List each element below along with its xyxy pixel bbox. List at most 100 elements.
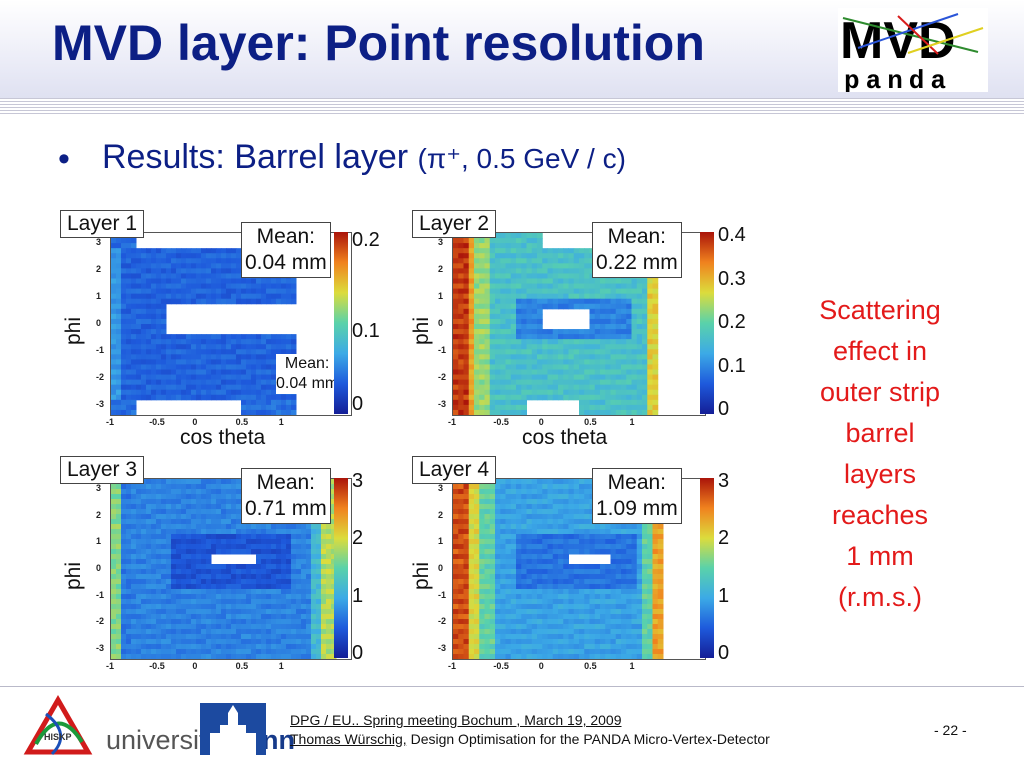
footer-conference: DPG / EU.. Spring meeting Bochum , March… [290, 712, 622, 728]
y-tick: 3 [438, 237, 444, 247]
y-tick: 0 [96, 563, 102, 573]
y-tick: 0 [438, 563, 444, 573]
color-scale-tick: 0.2 [352, 229, 380, 252]
hiskp-text: HISKP [44, 732, 72, 742]
x-tick: 0.5 [584, 661, 597, 671]
y-tick: -1 [438, 345, 447, 355]
x-tick: 1 [278, 661, 284, 671]
x-tick: 0 [192, 661, 198, 671]
slide-title: MVD layer: Point resolution [52, 15, 705, 71]
note-line: (r.m.s.) [838, 582, 922, 612]
color-scale-tick: 2 [718, 527, 730, 550]
color-scale-tick: 0.1 [352, 319, 380, 342]
y-tick: 1 [438, 536, 444, 547]
note-line: barrel [845, 418, 915, 448]
layer-2-plot: Layer 2 Mean: 0.22 mm 0.4 0.3 0.2 0.1 0 3 2 1 0 -1 -2… [410, 208, 747, 449]
color-scale-tick: 3 [718, 470, 730, 492]
color-scale-tick: 0.1 [718, 354, 746, 377]
mean-box-secondary: Mean: 0.04 mm [276, 354, 339, 394]
note-line: effect in [832, 336, 928, 366]
y-tick: -2 [96, 616, 105, 627]
y-tick: 1 [438, 291, 444, 301]
x-axis-label: cos theta [522, 426, 608, 449]
x-tick: -0.5 [149, 417, 165, 427]
scattering-note: Scattering effect in outer strip barrel … [790, 290, 970, 618]
footer-author: Thomas Würschig, [290, 731, 407, 747]
y-tick: -1 [438, 589, 447, 600]
y-axis-label: phi [62, 561, 85, 590]
mean-box: Mean: 0.71 mm [241, 468, 331, 524]
layer-label: Layer 3 [60, 456, 145, 484]
y-tick: 3 [96, 237, 102, 247]
color-scale-tick: 0 [718, 398, 730, 420]
x-tick: 1 [629, 661, 635, 671]
color-scale-tick: 2 [352, 527, 364, 550]
x-tick: 0.5 [235, 417, 249, 427]
x-tick: -1 [448, 661, 457, 671]
y-tick: 2 [96, 264, 102, 274]
bullet-text: Results: Barrel layer (π⁺, 0.5 GeV / c) [102, 138, 626, 177]
x-tick: 0 [538, 417, 544, 427]
y-tick: 1 [96, 536, 102, 547]
footer-talk-title: Design Optimisation for the PANDA Micro-… [406, 731, 770, 747]
x-tick: 1 [629, 417, 635, 427]
x-tick: 0 [192, 417, 198, 427]
layer-label: Layer 1 [60, 210, 145, 238]
bonn-emblem [200, 703, 266, 755]
layer-1-plot: Layer 1 Mean: 0.04 mm Mean: 0.04 mm 0.2 0.1 0 3 2… [60, 208, 395, 449]
mean-box: Mean: 0.04 mm [241, 222, 331, 278]
y-tick: -3 [438, 643, 447, 653]
y-tick: -3 [438, 399, 447, 409]
subtitle-params: (π⁺, 0.5 GeV / c) [417, 143, 626, 174]
page-number: - 22 - [934, 722, 967, 738]
x-tick: -0.5 [149, 661, 165, 671]
logo-panda-text: panda [844, 66, 952, 92]
slide-footer [0, 686, 1024, 769]
y-tick: 1 [96, 291, 102, 301]
note-line: outer strip [819, 377, 941, 407]
color-scale-bar [334, 478, 348, 658]
y-tick: -3 [96, 399, 105, 409]
note-line: Scattering [819, 295, 941, 325]
layer-label: Layer 2 [412, 210, 497, 238]
x-tick: -0.5 [493, 661, 509, 671]
y-axis-label: phi [410, 316, 433, 345]
layer-3-plot: Layer 3 Mean: 0.71 mm 3 2 1 0 3 2 1 0 -1 -2 -3 -1 -0.5 0… [60, 454, 395, 676]
hiskp-logo: HISKP [22, 694, 94, 762]
y-tick: 2 [96, 509, 102, 520]
x-tick: 1 [278, 417, 284, 427]
y-tick: -1 [96, 589, 105, 600]
x-tick: -0.5 [493, 417, 509, 427]
x-tick: 0.5 [584, 417, 597, 427]
x-tick: -1 [448, 417, 457, 427]
y-tick: 2 [438, 264, 444, 274]
color-scale-tick: 0 [352, 642, 364, 664]
note-line: 1 mm [846, 541, 914, 571]
y-axis-label: phi [410, 561, 433, 590]
color-scale-tick: 0 [352, 392, 364, 415]
color-scale-tick: 1 [718, 584, 730, 607]
note-line: reaches [831, 500, 929, 530]
color-scale-tick: 3 [352, 470, 364, 492]
color-scale-tick: 0.3 [718, 267, 746, 290]
x-tick: 0 [538, 661, 544, 671]
y-tick: -2 [438, 372, 447, 382]
y-axis-label: phi [62, 316, 85, 345]
mean-box: Mean: 0.22 mm [592, 222, 682, 278]
note-line: layers [843, 459, 917, 489]
y-tick: 0 [96, 318, 102, 328]
color-scale-tick: 0 [718, 642, 730, 664]
layer-label: Layer 4 [412, 456, 497, 484]
footer-author-line: Thomas Würschig, Design Optimisation for… [290, 731, 770, 747]
x-tick: 0.5 [235, 661, 249, 671]
subtitle-main: Results: Barrel layer [102, 138, 418, 176]
heatmap [110, 232, 352, 416]
heatmap [452, 232, 706, 416]
y-tick: 3 [96, 483, 102, 493]
color-scale-tick: 0.4 [718, 224, 746, 246]
color-scale-bar [334, 232, 348, 414]
mvd-panda-logo: MVD panda [838, 8, 988, 96]
heatmap [110, 478, 352, 660]
y-tick: 3 [438, 483, 444, 493]
y-tick: -1 [96, 345, 105, 355]
